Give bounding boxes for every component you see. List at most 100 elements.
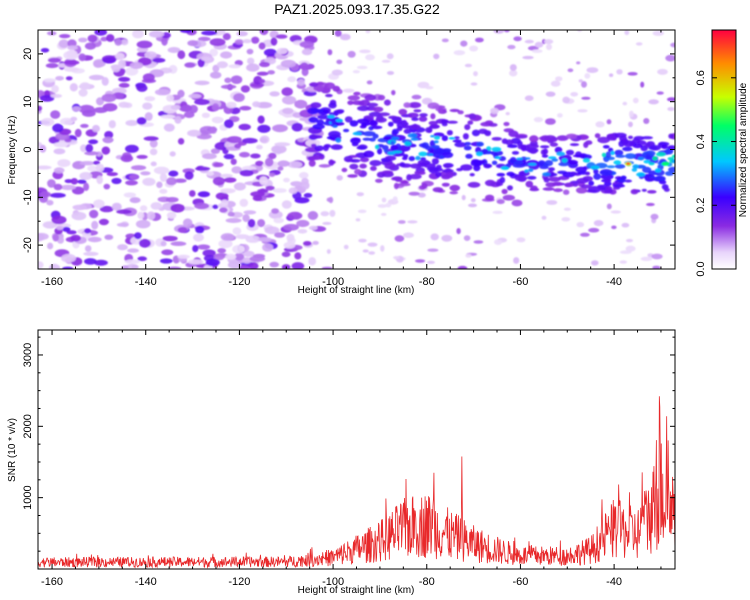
spectrogram-blob bbox=[661, 144, 668, 150]
spectrogram-blob bbox=[385, 202, 392, 208]
spectrogram-blob bbox=[281, 251, 291, 258]
spectrogram-blob bbox=[467, 181, 481, 188]
spectrogram-blob bbox=[51, 215, 67, 225]
spectrogram-blob bbox=[106, 34, 115, 42]
spectrogram-blob bbox=[593, 173, 602, 180]
spectrogram-blob bbox=[643, 118, 650, 124]
spectrogram-blob bbox=[430, 113, 436, 120]
spectrogram-blob bbox=[362, 249, 369, 253]
spectrogram-blob bbox=[71, 211, 87, 221]
spectrogram-blob bbox=[436, 164, 442, 169]
spectrogram-blob bbox=[125, 264, 139, 269]
spectrogram-blob bbox=[427, 102, 440, 109]
spectrogram-blob bbox=[635, 42, 643, 46]
spectrogram-blob bbox=[50, 110, 61, 119]
spectrogram-blob bbox=[443, 164, 452, 169]
spectrogram-blob bbox=[49, 192, 66, 198]
spectrogram-blob bbox=[140, 171, 151, 176]
spectrogram-blob bbox=[360, 157, 369, 163]
spectrogram-blob bbox=[380, 212, 387, 216]
spectrogram-blob bbox=[182, 218, 193, 228]
snr-series-line bbox=[38, 396, 675, 569]
spectrogram-blob bbox=[149, 139, 158, 148]
spectrogram-blob bbox=[51, 85, 59, 93]
spectrogram-blob bbox=[223, 153, 235, 160]
colorbar-frame bbox=[711, 29, 737, 270]
spectrogram-blob bbox=[225, 218, 242, 223]
spectrogram-blob bbox=[106, 172, 119, 177]
spectrogram-blob bbox=[595, 121, 605, 128]
spectrogram-blob bbox=[328, 130, 341, 138]
spectrogram-blob bbox=[228, 64, 241, 69]
spectrogram-blob bbox=[129, 62, 144, 69]
spectrogram-blob bbox=[290, 181, 303, 187]
spectrogram-blob bbox=[368, 111, 382, 117]
spectrogram-blob bbox=[525, 180, 534, 188]
spectrogram-blob bbox=[277, 160, 290, 167]
spectrogram-blob bbox=[476, 141, 484, 147]
spectrogram-blob bbox=[120, 154, 134, 163]
spectrogram-blob bbox=[524, 169, 529, 173]
spectrogram-blob bbox=[393, 182, 399, 190]
spectrogram-blob bbox=[563, 189, 570, 195]
spectrogram-blob bbox=[541, 154, 549, 158]
spectrogram-blob bbox=[449, 191, 459, 195]
spectrogram-blob bbox=[413, 109, 422, 113]
spectrogram-blob bbox=[667, 157, 675, 161]
spectrogram-blob bbox=[255, 160, 264, 167]
spectrogram-blob bbox=[288, 187, 298, 194]
spectrogram-blob bbox=[78, 37, 88, 43]
spectrogram-blob bbox=[242, 250, 255, 257]
spectrogram-blob bbox=[250, 83, 265, 88]
spectrogram-blob bbox=[384, 99, 391, 106]
spectrogram-blob bbox=[43, 78, 57, 83]
spectrogram-blob bbox=[230, 158, 237, 165]
spectrogram-blob bbox=[496, 199, 505, 205]
spectrogram-blob bbox=[469, 173, 475, 177]
spectrogram-blob bbox=[301, 177, 309, 185]
spectrogram-blob bbox=[446, 120, 458, 124]
spectrogram-blob bbox=[671, 159, 675, 164]
spectrogram-blob bbox=[449, 184, 461, 192]
spectrogram-blob bbox=[652, 265, 661, 269]
spectrogram-blob bbox=[210, 148, 220, 154]
spectrogram-blob bbox=[646, 202, 655, 207]
spectrogram-blob bbox=[666, 97, 675, 102]
spectrogram-blob bbox=[615, 154, 626, 158]
spectrogram-blob bbox=[430, 135, 435, 138]
spectrogram-blob bbox=[88, 139, 99, 145]
spectrogram-blob bbox=[504, 30, 510, 33]
spectrogram-blob bbox=[465, 253, 472, 258]
spectrogram-blob bbox=[605, 151, 612, 159]
spectrogram-blob bbox=[331, 69, 343, 76]
spectrogram-blob bbox=[575, 187, 588, 194]
spectrogram-blob bbox=[564, 183, 573, 188]
spectrogram-blob bbox=[390, 140, 395, 145]
spectrogram-blob bbox=[354, 168, 362, 175]
spectrogram-blob bbox=[344, 116, 353, 123]
spectrogram-blob bbox=[614, 164, 626, 169]
spectrogram-blob bbox=[52, 233, 59, 242]
spectrogram-blob bbox=[83, 251, 99, 256]
spectrogram-blob bbox=[453, 136, 460, 140]
spectrogram-blob bbox=[558, 162, 570, 167]
spectrogram-blob bbox=[202, 249, 216, 257]
spectrogram-blob bbox=[150, 161, 157, 167]
spectrogram-blob bbox=[341, 167, 348, 173]
spectrogram-blob bbox=[661, 161, 670, 166]
spectrogram-blob bbox=[553, 188, 563, 193]
spectrogram-blob bbox=[575, 166, 587, 173]
spectrogram-blob bbox=[96, 175, 103, 185]
spectrogram-blob bbox=[576, 61, 581, 65]
spectrogram-blob bbox=[212, 204, 219, 209]
spectrogram-blob bbox=[53, 142, 68, 148]
spectrogram-blob bbox=[50, 93, 63, 98]
spectrogram-blob bbox=[183, 111, 195, 118]
spectrogram-blob bbox=[310, 134, 323, 139]
spectrogram-blob bbox=[275, 34, 288, 39]
spectrogram-blob bbox=[561, 158, 568, 163]
spectrogram-blob bbox=[570, 92, 579, 97]
spectrogram-blob bbox=[404, 141, 412, 146]
spectrogram-blob bbox=[111, 64, 121, 73]
spectrogram-blob bbox=[640, 256, 653, 261]
